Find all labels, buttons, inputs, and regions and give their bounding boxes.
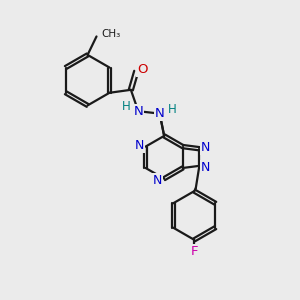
Text: CH₃: CH₃: [101, 29, 120, 39]
Text: H: H: [122, 100, 130, 113]
Text: O: O: [137, 63, 147, 76]
Text: F: F: [190, 245, 198, 258]
Text: N: N: [134, 139, 144, 152]
Text: N: N: [155, 107, 165, 120]
Text: H: H: [168, 103, 177, 116]
Text: N: N: [201, 161, 211, 174]
Text: N: N: [153, 174, 162, 187]
Text: N: N: [201, 141, 211, 154]
Text: N: N: [134, 105, 143, 118]
